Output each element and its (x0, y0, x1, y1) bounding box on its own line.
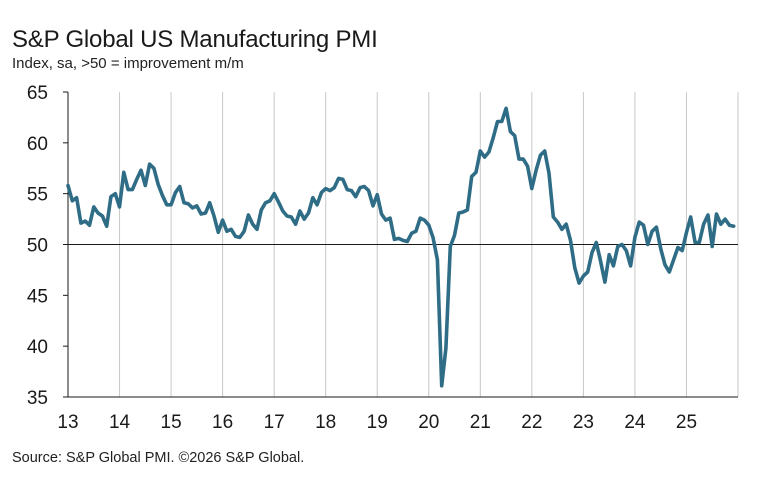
y-tick-label: 55 (27, 185, 48, 206)
x-tick-label: 22 (521, 412, 542, 433)
x-tick-label: 18 (315, 412, 336, 433)
x-tick-label: 19 (367, 412, 388, 433)
x-tick-label: 13 (57, 412, 78, 433)
x-tick-label: 24 (624, 412, 646, 433)
x-tick-label: 15 (161, 412, 182, 433)
x-tick-label: 14 (109, 412, 131, 433)
x-tick-label: 25 (676, 412, 697, 433)
chart-title: S&P Global US Manufacturing PMI (12, 26, 378, 53)
pmi-series-line (66, 106, 736, 388)
y-tick-label: 65 (27, 83, 48, 104)
x-tick-label: 16 (212, 412, 233, 433)
source-note: Source: S&P Global PMI. ©2026 S&P Global… (12, 450, 305, 466)
y-tick-label: 50 (27, 236, 48, 257)
y-tick-label: 60 (27, 134, 48, 155)
x-tick-label: 21 (470, 412, 491, 433)
x-tick-label: 20 (418, 412, 439, 433)
x-tick-label: 17 (264, 412, 285, 433)
y-tick-label: 45 (27, 286, 48, 307)
y-tick-label: 35 (27, 388, 48, 409)
x-tick-label: 23 (573, 412, 594, 433)
chart-subtitle: Index, sa, >50 = improvement m/m (12, 55, 244, 72)
y-tick-label: 40 (27, 337, 48, 358)
